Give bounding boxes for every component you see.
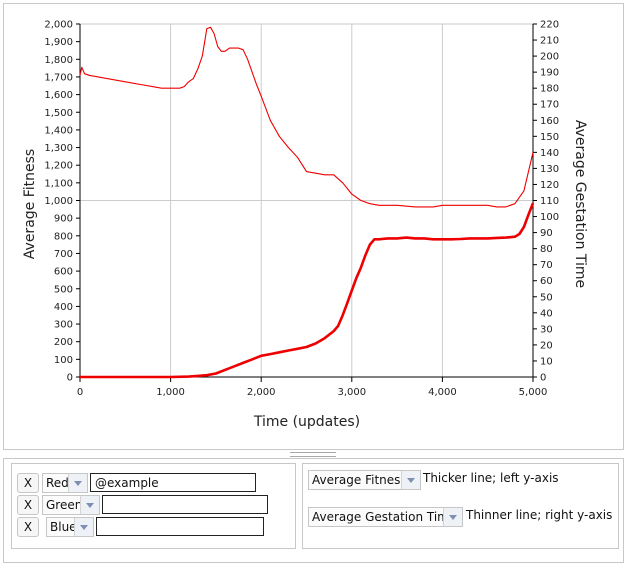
x-tick-label: 2,000 — [247, 387, 276, 398]
y-axis-right-label: Average Gestation Time — [572, 120, 588, 288]
color-select-blue-value: Blue — [50, 520, 77, 534]
y-right-tick-label: 90 — [540, 228, 553, 239]
color-select-green[interactable]: Green — [42, 495, 100, 515]
y-right-tick-label: 160 — [540, 116, 559, 127]
y-left-tick-label: 2,000 — [44, 20, 73, 31]
y-right-tick-label: 40 — [540, 308, 553, 319]
y-left-tick-label: 400 — [54, 302, 73, 313]
y-left-tick-label: 1,000 — [44, 196, 73, 207]
controls-panel: X Red X Green X Blue A — [3, 458, 624, 563]
color-select-blue[interactable]: Blue — [46, 517, 94, 537]
right-axis-select[interactable]: Average Gestation Time — [308, 507, 463, 527]
y-left-tick-label: 1,300 — [44, 143, 73, 154]
color-text-green[interactable] — [102, 495, 268, 514]
panel-resize-handle[interactable] — [290, 452, 336, 457]
x-tick-label: 0 — [77, 387, 83, 398]
chevron-down-icon — [68, 474, 87, 492]
y-right-tick-label: 150 — [540, 132, 559, 143]
chevron-down-icon — [401, 471, 420, 489]
y-left-tick-label: 700 — [54, 249, 73, 260]
x-axis-label: Time (updates) — [253, 414, 360, 430]
y-left-tick-label: 300 — [54, 320, 73, 331]
chart-panel: 0 1,000 2,000 3,000 4,000 5,000 0 100 200 300 400 5… — [3, 3, 624, 450]
y-right-tick-label: 210 — [540, 36, 559, 47]
y-right-tick-label: 30 — [540, 324, 553, 335]
left-axis-select-value: Average Fitness — [312, 473, 407, 487]
y-right-tick-label: 190 — [540, 68, 559, 79]
x-tick-label: 1,000 — [156, 387, 185, 398]
y-right-tick-label: 100 — [540, 212, 559, 223]
y-left-tick-label: 1,100 — [44, 178, 73, 189]
series — [79, 26, 535, 379]
y-left-tick-label: 500 — [54, 284, 73, 295]
y-left-tick-label: 1,600 — [44, 90, 73, 101]
y-right-tick-label: 80 — [540, 244, 553, 255]
y-left-tick-label: 1,500 — [44, 108, 73, 119]
y-right-tick-label: 50 — [540, 292, 553, 303]
color-text-blue[interactable] — [96, 517, 264, 536]
y-right-tick-label: 220 — [540, 20, 559, 31]
right-axis-description: Thinner line; right y-axis — [466, 508, 613, 522]
y-right-tick-label: 20 — [540, 340, 553, 351]
y-right-tick-label: 180 — [540, 84, 559, 95]
y-right-tick-label: 200 — [540, 52, 559, 63]
line-chart: 0 1,000 2,000 3,000 4,000 5,00001002003004005… — [22, 20, 588, 431]
y-left-tick-label: 800 — [54, 231, 73, 242]
x-tick-label: 3,000 — [337, 387, 366, 398]
remove-green-button[interactable]: X — [17, 495, 39, 515]
y-left-tick-label: 1,700 — [44, 72, 73, 83]
y-right-tick-label: 0 — [540, 373, 546, 384]
series-line-average-fitness — [80, 202, 535, 379]
y-left-tick-label: 1,800 — [44, 55, 73, 66]
y-right-tick-label: 120 — [540, 180, 559, 191]
y-left-tick-label: 1,400 — [44, 125, 73, 136]
color-select-red-value: Red — [46, 476, 69, 490]
grid — [79, 23, 534, 378]
axes: 0 1,000 2,000 3,000 4,000 5,00001002003004005… — [44, 20, 559, 399]
y-left-tick-label: 900 — [54, 214, 73, 225]
y-right-tick-label: 130 — [540, 164, 559, 175]
right-axis-select-value: Average Gestation Time — [312, 510, 457, 524]
y-axis-left-label: Average Fitness — [22, 149, 38, 259]
remove-blue-button[interactable]: X — [17, 517, 39, 537]
y-left-tick-label: 1,200 — [44, 161, 73, 172]
y-left-tick-label: 200 — [54, 337, 73, 348]
color-text-red[interactable] — [90, 473, 256, 492]
series-line-average-gestation-time — [79, 26, 534, 208]
x-tick-label: 4,000 — [428, 387, 457, 398]
y-right-tick-label: 140 — [540, 148, 559, 159]
y-right-tick-label: 110 — [540, 196, 559, 207]
colors-panel: X Red X Green X Blue — [11, 463, 296, 549]
left-axis-select[interactable]: Average Fitness — [308, 470, 421, 490]
y-left-tick-label: 100 — [54, 355, 73, 366]
chevron-down-icon — [443, 508, 462, 526]
y-right-tick-label: 170 — [540, 100, 559, 111]
remove-red-button[interactable]: X — [17, 473, 39, 493]
x-tick-label: 5,000 — [519, 387, 548, 398]
color-select-red[interactable]: Red — [42, 473, 88, 493]
y-right-tick-label: 70 — [540, 260, 553, 271]
axes-panel: Average Fitness Thicker line; left y-axi… — [302, 463, 619, 549]
left-axis-description: Thicker line; left y-axis — [423, 471, 559, 485]
y-left-tick-label: 600 — [54, 267, 73, 278]
color-select-green-value: Green — [46, 498, 83, 512]
y-right-tick-label: 10 — [540, 356, 553, 367]
y-right-tick-label: 60 — [540, 276, 553, 287]
y-left-tick-label: 1,900 — [44, 37, 73, 48]
chevron-down-icon — [80, 496, 99, 514]
chevron-down-icon — [74, 518, 93, 536]
y-left-tick-label: 0 — [67, 373, 73, 384]
